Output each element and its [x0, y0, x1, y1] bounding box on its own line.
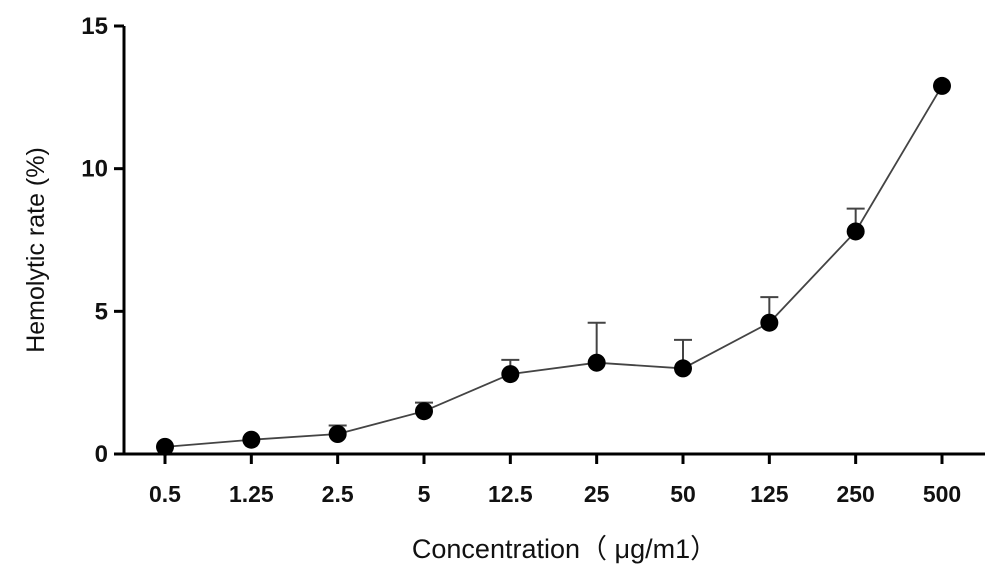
data-point [674, 359, 692, 378]
y-tick-label: 15 [81, 13, 108, 40]
data-point [933, 76, 951, 95]
data-point [415, 402, 433, 421]
x-tick-label: 1.25 [229, 481, 274, 507]
x-tick-label: 12.5 [488, 481, 533, 507]
x-tick-label: 2.5 [322, 481, 354, 507]
data-point [587, 353, 606, 372]
x-tick-label: 25 [584, 481, 610, 507]
x-tick-label: 500 [923, 481, 961, 507]
x-tick-label: 0.5 [149, 481, 181, 507]
y-tick-label: 10 [81, 156, 108, 183]
x-tick-label: 250 [836, 481, 874, 507]
data-point [501, 365, 520, 384]
x-tick-label: 50 [670, 481, 696, 507]
y-tick-label: 0 [95, 441, 108, 468]
x-tick-label: 5 [418, 481, 431, 507]
data-point [760, 313, 779, 332]
data-point [156, 437, 174, 456]
axes [122, 26, 985, 456]
series-line [164, 85, 943, 448]
y-tick-label: 5 [95, 298, 108, 325]
ticks: 0 5 10 15 0.5 1.25 2.5 5 12.5 25 50 125 250 500 [81, 13, 961, 507]
x-axis-title: Concentration（ μg/m1） [412, 534, 717, 564]
x-tick-label: 125 [750, 481, 789, 507]
data-point [242, 430, 261, 449]
series [156, 76, 951, 456]
data-point [328, 425, 347, 444]
y-axis-title: Hemolytic rate (%) [22, 147, 50, 353]
data-point [846, 222, 865, 241]
